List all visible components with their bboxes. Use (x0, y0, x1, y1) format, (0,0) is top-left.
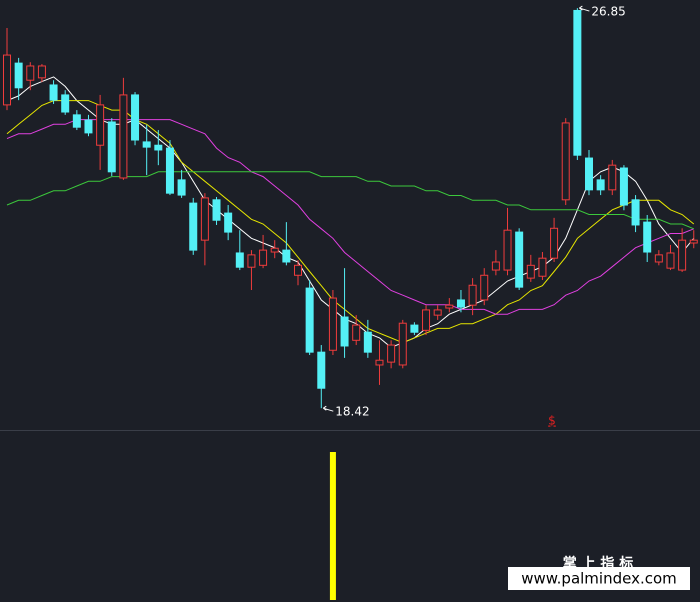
candle-body (317, 351, 326, 389)
candle-body (165, 147, 174, 194)
candle-body (84, 119, 93, 134)
candle-body (631, 199, 640, 226)
extreme-label: 18.42 (335, 405, 369, 419)
watermark-url: www.palmindex.com (521, 570, 677, 588)
candle-body (666, 252, 675, 269)
candle-body (72, 114, 81, 128)
candle-body (596, 179, 605, 191)
candle-body (491, 261, 500, 271)
candle-body (573, 9, 582, 156)
signal-label: $ (548, 414, 556, 428)
candle-body (224, 212, 233, 233)
candle-body (678, 239, 687, 271)
candle-body (189, 202, 198, 251)
extreme-label: 26.85 (591, 5, 625, 19)
candle-body (456, 299, 465, 308)
candle-body (619, 167, 628, 206)
candle-body (107, 121, 116, 173)
candle-body (410, 324, 419, 333)
candle-body (37, 65, 46, 79)
watermark-box (508, 567, 690, 590)
candle-body (131, 94, 140, 141)
candle-body (398, 322, 407, 366)
candle-body (550, 227, 559, 259)
candle-body (26, 65, 35, 81)
candle-body (561, 122, 570, 201)
candle-body (14, 62, 23, 89)
candle-body (154, 144, 163, 151)
candle-body (49, 84, 58, 101)
candle-body (480, 274, 489, 301)
candle-body (422, 309, 431, 331)
candle-body (212, 199, 221, 221)
candle-body (328, 297, 337, 351)
candle-body (352, 324, 361, 341)
candle-body (96, 104, 105, 146)
candle-body (433, 309, 442, 316)
candle-body (200, 197, 209, 241)
candle-body (468, 284, 477, 306)
candle-body (119, 94, 128, 179)
candle-body (515, 231, 524, 288)
candle-body (282, 249, 291, 263)
candle-body (689, 239, 698, 244)
candle-body (503, 229, 512, 271)
indicator-bar (329, 452, 336, 600)
candle-body (235, 252, 244, 268)
candle-body (305, 287, 314, 353)
candle-body (177, 179, 186, 196)
candle-body (3, 54, 11, 106)
candle-body (445, 304, 454, 309)
candle-body (375, 359, 384, 366)
candle-body (387, 344, 396, 363)
extreme-arrow (323, 405, 334, 412)
candle-body (538, 257, 547, 277)
candle-body (608, 164, 617, 191)
candle-body (294, 264, 302, 276)
candle-body (61, 94, 70, 113)
candle-body (526, 264, 535, 279)
candle-body (363, 331, 372, 353)
candle-body (585, 157, 593, 191)
candle-body (643, 221, 652, 253)
candle-body (142, 141, 151, 148)
candle-body (259, 249, 268, 266)
extreme-arrow (579, 5, 590, 12)
candle-body (340, 316, 349, 347)
candle-body (247, 254, 256, 268)
candle-body (270, 247, 279, 253)
candle-body (654, 254, 663, 263)
